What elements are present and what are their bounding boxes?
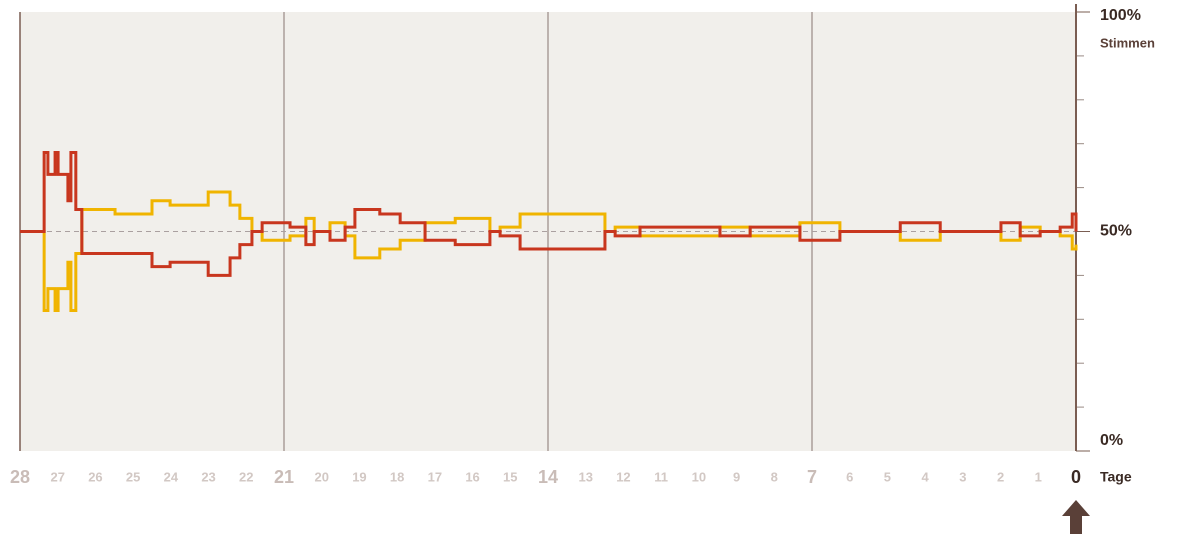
x-tick-label: 9 bbox=[733, 469, 740, 484]
x-tick-label: 11 bbox=[654, 469, 668, 484]
x-tick-label: 5 bbox=[884, 469, 891, 484]
x-tick-label: 6 bbox=[846, 469, 853, 484]
x-tick-label: 26 bbox=[88, 469, 102, 484]
x-tick-label: 14 bbox=[538, 467, 558, 487]
x-tick-label: 16 bbox=[465, 469, 479, 484]
y-axis-label: Stimmen bbox=[1100, 35, 1155, 50]
x-tick-label: 28 bbox=[10, 467, 30, 487]
y-tick-label: 50% bbox=[1100, 223, 1132, 240]
series-line bbox=[20, 150, 1078, 277]
x-tick-label: 15 bbox=[503, 469, 517, 484]
x-tick-label: 3 bbox=[959, 469, 966, 484]
x-tick-label: 1 bbox=[1035, 469, 1042, 484]
x-tick-label: 13 bbox=[578, 469, 592, 484]
x-tick-label: 0 bbox=[1071, 467, 1081, 487]
x-tick-label: 8 bbox=[771, 469, 778, 484]
y-tick-label: 100% bbox=[1100, 7, 1141, 24]
x-tick-label: 4 bbox=[922, 469, 930, 484]
x-tick-label: 7 bbox=[807, 467, 817, 487]
x-axis-label: Tage bbox=[1100, 469, 1132, 485]
x-tick-label: 17 bbox=[428, 469, 442, 484]
now-arrow bbox=[1062, 500, 1090, 534]
y-tick-label: 0% bbox=[1100, 432, 1123, 449]
x-tick-label: 20 bbox=[314, 469, 328, 484]
x-tick-label: 27 bbox=[50, 469, 64, 484]
x-tick-label: 18 bbox=[390, 469, 404, 484]
x-tick-label: 19 bbox=[352, 469, 366, 484]
x-tick-label: 25 bbox=[126, 469, 140, 484]
series-line bbox=[20, 190, 1078, 313]
x-tick-label: 22 bbox=[239, 469, 253, 484]
x-tick-label: 10 bbox=[692, 469, 706, 484]
x-tick-label: 2 bbox=[997, 469, 1004, 484]
x-tick-label: 21 bbox=[274, 467, 294, 487]
x-tick-label: 23 bbox=[201, 469, 215, 484]
x-tick-label: 12 bbox=[616, 469, 630, 484]
x-tick-label: 24 bbox=[164, 469, 179, 484]
